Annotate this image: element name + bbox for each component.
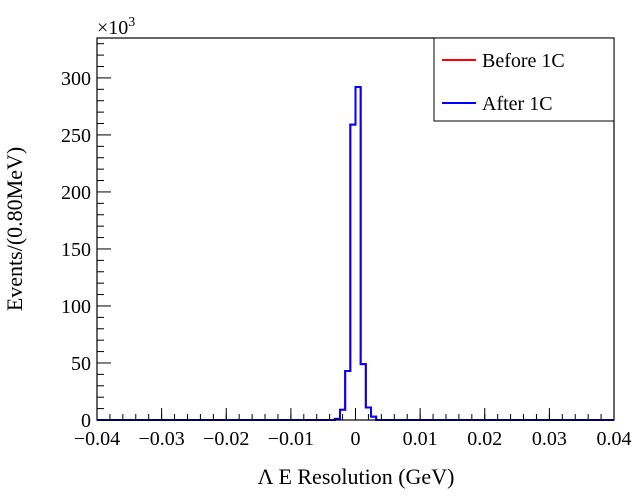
x-tick-label: −0.01 [268, 428, 314, 450]
series-line-after-1c [97, 86, 614, 421]
x-tick-label: −0.02 [203, 428, 249, 450]
y-tick-label: 100 [61, 296, 91, 318]
series-layer [97, 86, 614, 421]
x-tick-label: 0.01 [403, 428, 438, 450]
y-tick-label: 50 [71, 353, 91, 375]
x-tick-label: −0.04 [74, 428, 120, 450]
x-tick-label: 0.03 [532, 428, 567, 450]
legend-label-after-1c: After 1C [482, 93, 553, 115]
x-tick-label: 0.04 [597, 428, 632, 450]
series-line-before-1c [97, 86, 614, 421]
y-tick-label: 300 [61, 68, 91, 90]
x-tick-label: −0.03 [138, 428, 184, 450]
x-axis-title: Λ E Resolution (GeV) [258, 464, 455, 489]
legend-box [433, 37, 615, 122]
x-axis: −0.04 −0.03 −0.02 −0.01 0 0.01 0.02 0.03 0.04 [74, 408, 632, 450]
y-tick-label: 0 [81, 410, 91, 432]
legend-label-before-1c: Before 1C [482, 50, 565, 72]
y-tick-label: 150 [61, 239, 91, 261]
y-axis: 0 50 100 150 200 250 300 [61, 43, 111, 432]
y-axis-title: Events/(0.80MeV) [2, 147, 27, 311]
x-tick-label: 0.02 [467, 428, 502, 450]
y-axis-multiplier-exponent: 3 [128, 15, 135, 30]
legend: Before 1C After 1C [433, 37, 615, 122]
y-tick-label: 250 [61, 125, 91, 147]
x-tick-label: 0 [351, 428, 361, 450]
y-tick-label: 200 [61, 182, 91, 204]
y-axis-multiplier: ×103 [97, 15, 135, 39]
